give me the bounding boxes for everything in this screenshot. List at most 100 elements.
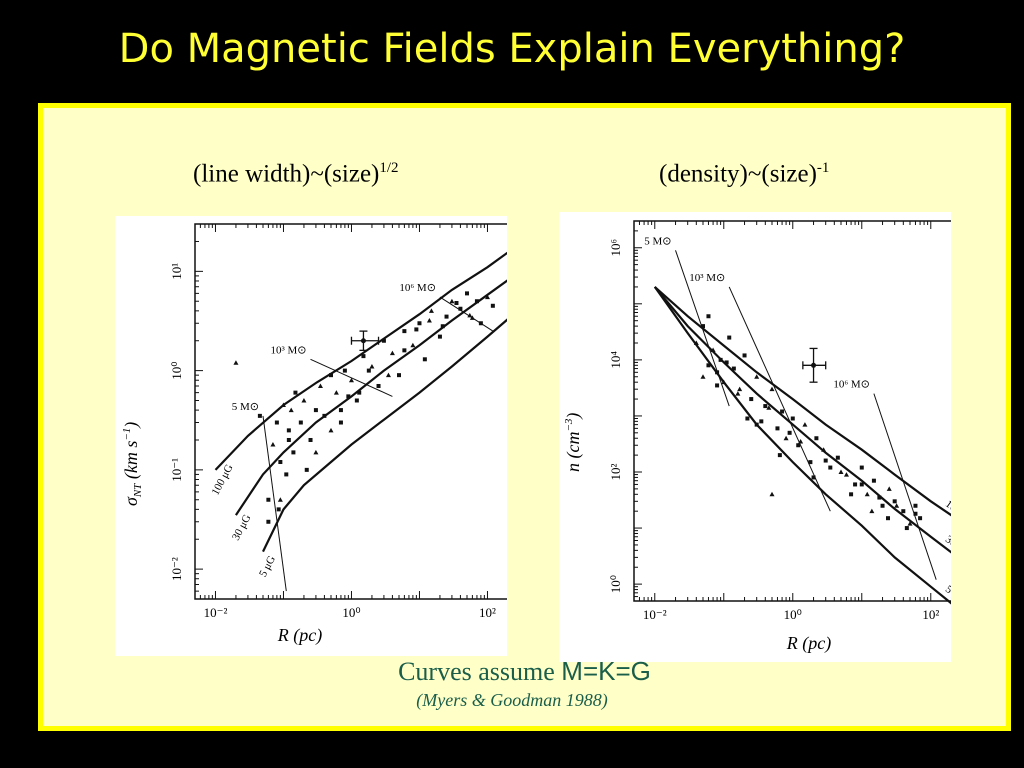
right-xtick-label: 10² xyxy=(922,607,939,622)
left-data-point xyxy=(357,390,362,395)
left-ylabel-close: ) xyxy=(121,422,142,429)
left-data-point xyxy=(474,299,479,304)
left-data-point xyxy=(440,324,445,329)
right-curve-5 xyxy=(873,393,937,580)
right-data-point xyxy=(864,491,870,497)
left-data-point xyxy=(385,372,391,378)
left-ytick-label: 10⁻¹ xyxy=(169,458,184,482)
right-curve-label: 10³ M⊙ xyxy=(689,272,725,284)
left-header-main: (line width)~(size) xyxy=(193,160,380,188)
right-header-main: (density)~(size) xyxy=(659,160,817,188)
left-data-point xyxy=(293,390,298,395)
right-data-point xyxy=(796,443,801,448)
left-data-point xyxy=(426,317,432,323)
left-ylabel-main: σ xyxy=(121,496,141,506)
left-curve-1 xyxy=(234,270,521,516)
left-ytick-label: 10⁻² xyxy=(169,557,184,581)
left-data-point xyxy=(270,442,276,447)
right-data-point xyxy=(769,491,775,497)
left-data-point xyxy=(458,306,463,311)
left-data-point xyxy=(266,497,271,502)
right-ytick-label: 10⁰ xyxy=(608,575,623,593)
right-xlabel: R (pc) xyxy=(786,633,831,654)
right-data-point xyxy=(715,370,720,375)
left-data-point xyxy=(417,321,422,326)
right-curve-label: 10⁶ M⊙ xyxy=(833,379,870,391)
right-data-point xyxy=(749,397,754,402)
left-ylabel-sub: NT xyxy=(132,483,144,498)
right-data-point xyxy=(849,492,854,497)
left-data-point xyxy=(284,472,289,477)
left-data-point xyxy=(322,413,327,418)
right-data-point xyxy=(907,521,913,526)
left-data-point xyxy=(338,420,343,425)
right-data-point xyxy=(775,426,780,431)
left-xtick-label: 10² xyxy=(479,605,496,620)
right-data-point xyxy=(859,465,864,470)
left-data-point xyxy=(277,497,283,502)
right-data-point xyxy=(880,503,885,508)
content-frame: (line width)~(size)1/2 (density)~(size)-… xyxy=(38,103,1011,731)
left-data-point xyxy=(397,373,401,378)
right-ylabel-main: n (cm xyxy=(563,432,584,472)
right-data-point xyxy=(763,404,768,409)
right-ytick-label: 10² xyxy=(608,463,623,480)
left-data-point xyxy=(329,373,333,378)
right-data-point xyxy=(718,357,723,362)
left-data-point xyxy=(369,364,375,369)
left-plot: 10⁻² 10⁰ 10² 10⁻² 10⁻¹ 10⁰ 10¹ 100 μG 30 μG 5 μG… xyxy=(115,216,536,656)
left-curve-0 xyxy=(214,242,521,471)
left-curve-label: 10⁶ M⊙ xyxy=(399,282,436,294)
left-panel-title: (line width)~(size)1/2 xyxy=(193,160,399,188)
left-data-point xyxy=(348,377,354,383)
right-curve-1 xyxy=(653,286,965,563)
right-data-point xyxy=(869,508,875,514)
left-data-point xyxy=(467,312,473,318)
caption-prefix: Curves assume xyxy=(398,657,562,686)
left-data-point xyxy=(376,383,381,388)
right-data-point xyxy=(823,458,828,463)
right-curve-4 xyxy=(728,286,831,512)
right-data-point xyxy=(913,511,918,516)
right-data-point xyxy=(715,383,720,388)
right-data-point xyxy=(853,482,858,487)
right-errbar-center xyxy=(811,362,817,368)
left-header-exponent: 1/2 xyxy=(379,160,399,176)
left-data-point xyxy=(233,360,239,365)
left-data-point xyxy=(266,519,271,524)
left-data-point xyxy=(274,420,279,425)
right-curve-0 xyxy=(654,286,965,525)
right-data-point xyxy=(742,353,747,358)
left-data-point xyxy=(313,408,318,413)
right-plot-frame xyxy=(633,220,980,602)
left-plot-svg: 10⁻² 10⁰ 10² 10⁻² 10⁻¹ 10⁰ 10¹ 100 μG 30 μG5 μG… xyxy=(121,223,536,646)
left-curve-5 xyxy=(439,296,494,332)
right-data-point xyxy=(706,363,711,368)
left-data-point xyxy=(490,303,495,308)
left-data-point xyxy=(469,315,475,320)
citation: (Myers & Goodman 1988) xyxy=(416,690,608,710)
left-data-point xyxy=(317,383,323,388)
caption-equation: M=K=G xyxy=(561,656,651,686)
left-ytick-label: 10¹ xyxy=(169,263,184,280)
left-data-point xyxy=(449,298,455,304)
left-data-point xyxy=(278,460,283,465)
left-xtick-label: 10⁰ xyxy=(342,605,360,620)
slide-title: Do Magnetic Fields Explain Everything? xyxy=(118,26,906,72)
right-curve-3 xyxy=(675,250,730,407)
left-data-point xyxy=(484,294,490,300)
right-data-point xyxy=(745,416,750,421)
right-data-point xyxy=(918,516,923,521)
right-header-exponent: -1 xyxy=(816,160,830,176)
right-data-point xyxy=(790,416,795,421)
left-data-point xyxy=(288,407,294,413)
left-data-point xyxy=(428,308,434,313)
left-data-point xyxy=(465,291,469,296)
right-data-point xyxy=(808,460,813,465)
right-data-point xyxy=(754,374,760,379)
right-data-point xyxy=(759,419,764,424)
left-data-point xyxy=(444,314,449,319)
left-data-point xyxy=(454,300,459,305)
right-data-point xyxy=(769,386,775,392)
right-ylabel-exp: −3 xyxy=(563,418,575,431)
